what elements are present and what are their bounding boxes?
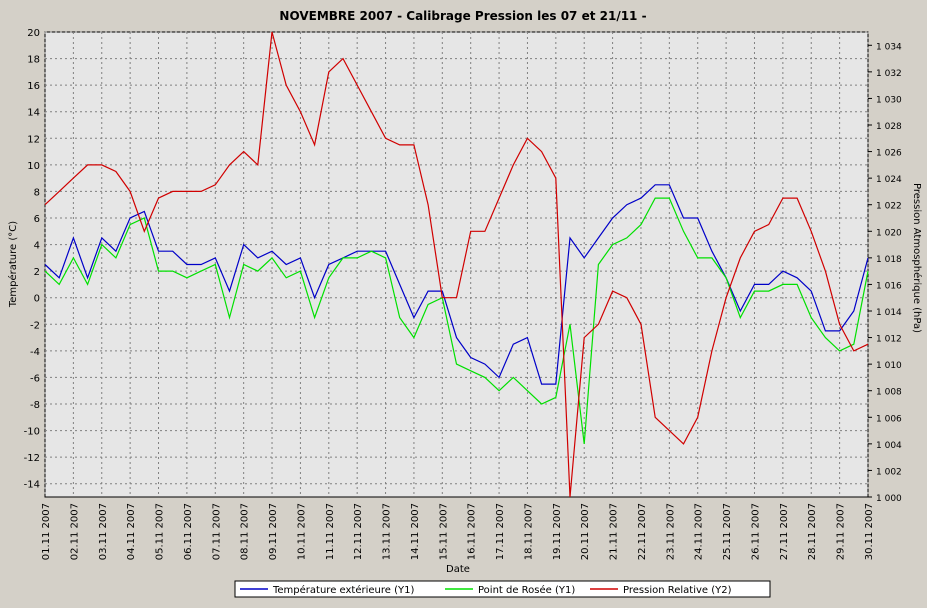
y2-tick-label: 1 030	[876, 95, 902, 105]
x-tick-label: 17.11 2007	[495, 503, 506, 560]
plot	[44, 31, 869, 498]
y-tick-label: -2	[30, 320, 40, 331]
y-tick-label: 14	[27, 108, 40, 119]
x-tick-label: 25.11 2007	[722, 503, 733, 560]
y2-tick-label: 1 028	[876, 122, 902, 132]
y2-tick-label: 1 016	[876, 281, 902, 291]
x-tick-label: 02.11 2007	[69, 503, 80, 560]
y2-tick-label: 1 012	[876, 335, 902, 345]
y-tick-label: -12	[24, 453, 40, 464]
x-axis-label: Date	[446, 564, 470, 575]
x-tick-label: 28.11 2007	[807, 503, 818, 560]
y2-tick-label: 1 034	[876, 42, 902, 52]
legend	[234, 580, 771, 598]
y2-tick-label: 1 022	[876, 202, 902, 212]
x-tick-label: 09.11 2007	[268, 503, 279, 560]
x-tick-label: 20.11 2007	[580, 503, 591, 560]
series-line	[44, 197, 869, 444]
x-tick-label: 21.11 2007	[609, 503, 620, 560]
plot-area	[44, 31, 869, 498]
x-tick-label: 12.11 2007	[353, 503, 364, 560]
y2-tick-label: 1 020	[876, 228, 902, 238]
x-tick-label: 03.11 2007	[98, 503, 109, 560]
x-tick-label: 18.11 2007	[523, 503, 534, 560]
y-tick-label: -10	[24, 427, 40, 438]
y-tick-label: 12	[27, 134, 40, 145]
y-tick-label: -8	[30, 400, 40, 411]
x-tick-label: 24.11 2007	[694, 503, 705, 560]
y2-tick-label: 1 014	[876, 308, 902, 318]
x-tick-label: 26.11 2007	[750, 503, 761, 560]
y2-tick-label: 1 024	[876, 175, 902, 185]
x-tick-label: 11.11 2007	[325, 503, 336, 560]
x-tick-label: 08.11 2007	[240, 503, 251, 560]
y-tick-label: 4	[34, 241, 40, 252]
y2-axis-label: Pression Atmosphérique (hPa)	[911, 183, 923, 333]
y-tick-label: 16	[27, 81, 40, 92]
series-line	[44, 184, 869, 385]
x-tick-label: 15.11 2007	[438, 503, 449, 560]
x-tick-label: 22.11 2007	[637, 503, 648, 560]
x-tick-label: 16.11 2007	[467, 503, 478, 560]
y2-tick-label: 1 008	[876, 388, 902, 398]
x-tick-label: 29.11 2007	[836, 503, 847, 560]
y-tick-label: -4	[30, 347, 40, 358]
x-tick-label: 01.11 2007	[41, 503, 52, 560]
y2-tick-label: 1 006	[876, 414, 902, 424]
x-tick-label: 19.11 2007	[552, 503, 563, 560]
series-line	[44, 31, 869, 498]
chart-title: NOVEMBRE 2007 - Calibrage Pression les 0…	[279, 9, 646, 23]
y-tick-label: -6	[30, 373, 40, 384]
y2-tick-label: 1 032	[876, 69, 902, 79]
x-tick-label: 05.11 2007	[155, 503, 166, 560]
y2-tick-label: 1 026	[876, 149, 902, 159]
y2-tick-label: 1 002	[876, 467, 902, 477]
y-tick-label: 6	[34, 214, 40, 225]
y2-tick-label: 1 018	[876, 255, 902, 265]
x-tick-label: 30.11 2007	[864, 503, 875, 560]
y-tick-label: 2	[34, 267, 40, 278]
legend-label: Pression Relative (Y2)	[623, 585, 732, 596]
y-tick-label: 8	[34, 187, 40, 198]
legend-label: Température extérieure (Y1)	[272, 584, 414, 596]
y-axis-label: Température (°C)	[7, 221, 19, 308]
x-tick-label: 27.11 2007	[779, 503, 790, 560]
y2-tick-label: 1 004	[876, 441, 902, 451]
y2-tick-label: 1 000	[876, 494, 902, 504]
x-tick-label: 06.11 2007	[183, 503, 194, 560]
y-tick-label: 18	[27, 55, 40, 66]
x-tick-label: 04.11 2007	[126, 503, 137, 560]
y-tick-label: 10	[27, 161, 40, 172]
x-tick-label: 14.11 2007	[410, 503, 421, 560]
y-tick-label: 0	[34, 294, 40, 305]
legend-label: Point de Rosée (Y1)	[478, 584, 575, 596]
y-tick-label: 20	[27, 28, 40, 39]
x-tick-label: 10.11 2007	[296, 503, 307, 560]
x-tick-label: 13.11 2007	[382, 503, 393, 560]
y-tick-label: -14	[24, 480, 40, 491]
y2-tick-label: 1 010	[876, 361, 902, 371]
x-tick-label: 23.11 2007	[665, 503, 676, 560]
x-tick-label: 07.11 2007	[211, 503, 222, 560]
